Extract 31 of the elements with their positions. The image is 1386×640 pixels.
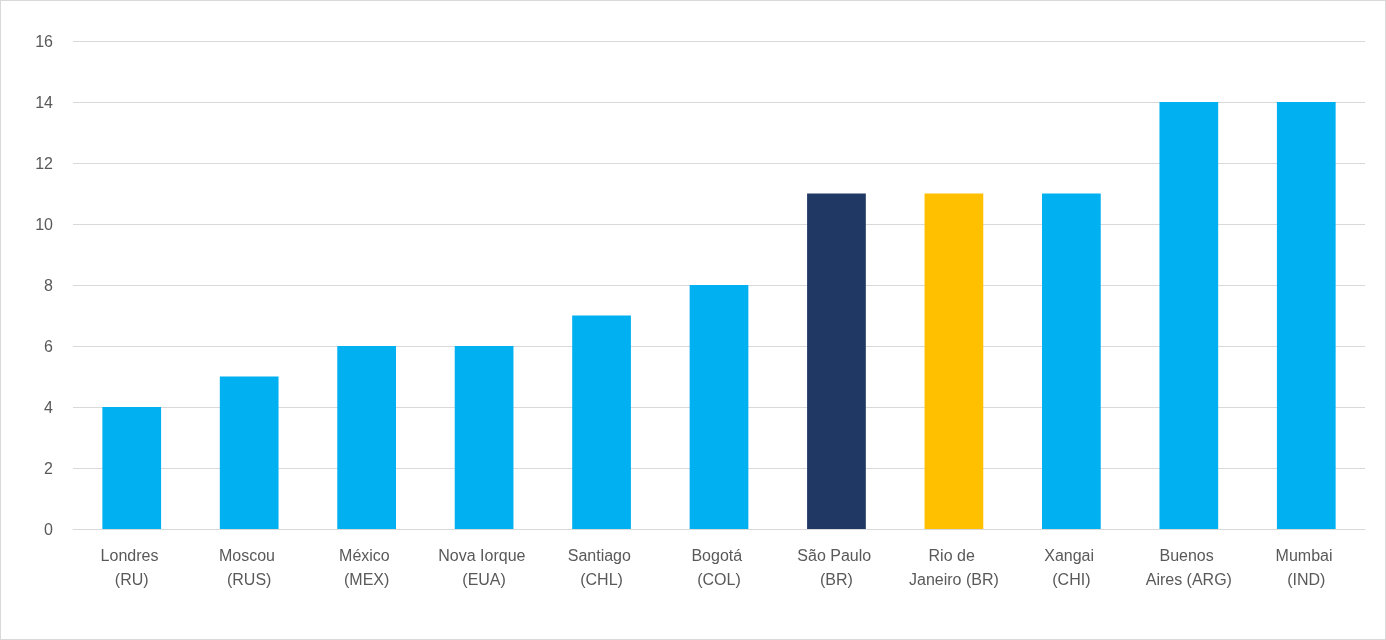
y-tick-label: 6 <box>44 337 54 355</box>
bar <box>807 193 866 529</box>
bar <box>219 376 279 529</box>
bar <box>924 193 984 529</box>
x-tick-label: Londres (RU) <box>100 546 163 588</box>
y-tick-label: 12 <box>35 154 54 172</box>
bar <box>337 346 396 529</box>
bar <box>454 346 514 529</box>
x-tick-label: Mumbai (IND) <box>1275 546 1337 588</box>
bar <box>572 315 631 529</box>
y-tick-label: 10 <box>35 215 54 233</box>
bar <box>1159 102 1219 529</box>
y-tick-label: 16 <box>35 32 54 50</box>
x-tick-label: Bogotá (COL) <box>691 546 747 588</box>
bar <box>1042 193 1101 529</box>
x-tick-label: Nova Iorque (EUA) <box>438 546 530 588</box>
y-tick-label: 8 <box>44 276 54 294</box>
x-tick-label: Santiago (CHL) <box>567 546 636 588</box>
bar <box>689 285 749 529</box>
x-tick-label: Moscou (RUS) <box>218 546 280 588</box>
y-tick-label: 2 <box>44 459 54 477</box>
y-tick-label: 0 <box>44 520 54 538</box>
bar <box>1276 102 1336 529</box>
x-tick-label: São Paulo (BR) <box>797 546 876 588</box>
x-tick-label: México (MEX) <box>339 546 395 588</box>
x-tick-label: Xangai (CHI) <box>1044 546 1099 588</box>
x-tick-label: Rio de Janeiro (BR) <box>909 546 999 588</box>
y-tick-label: 4 <box>44 398 54 416</box>
y-tick-label: 14 <box>35 93 54 111</box>
bar <box>102 407 162 529</box>
x-tick-label: Buenos Aires (ARG) <box>1145 546 1232 588</box>
